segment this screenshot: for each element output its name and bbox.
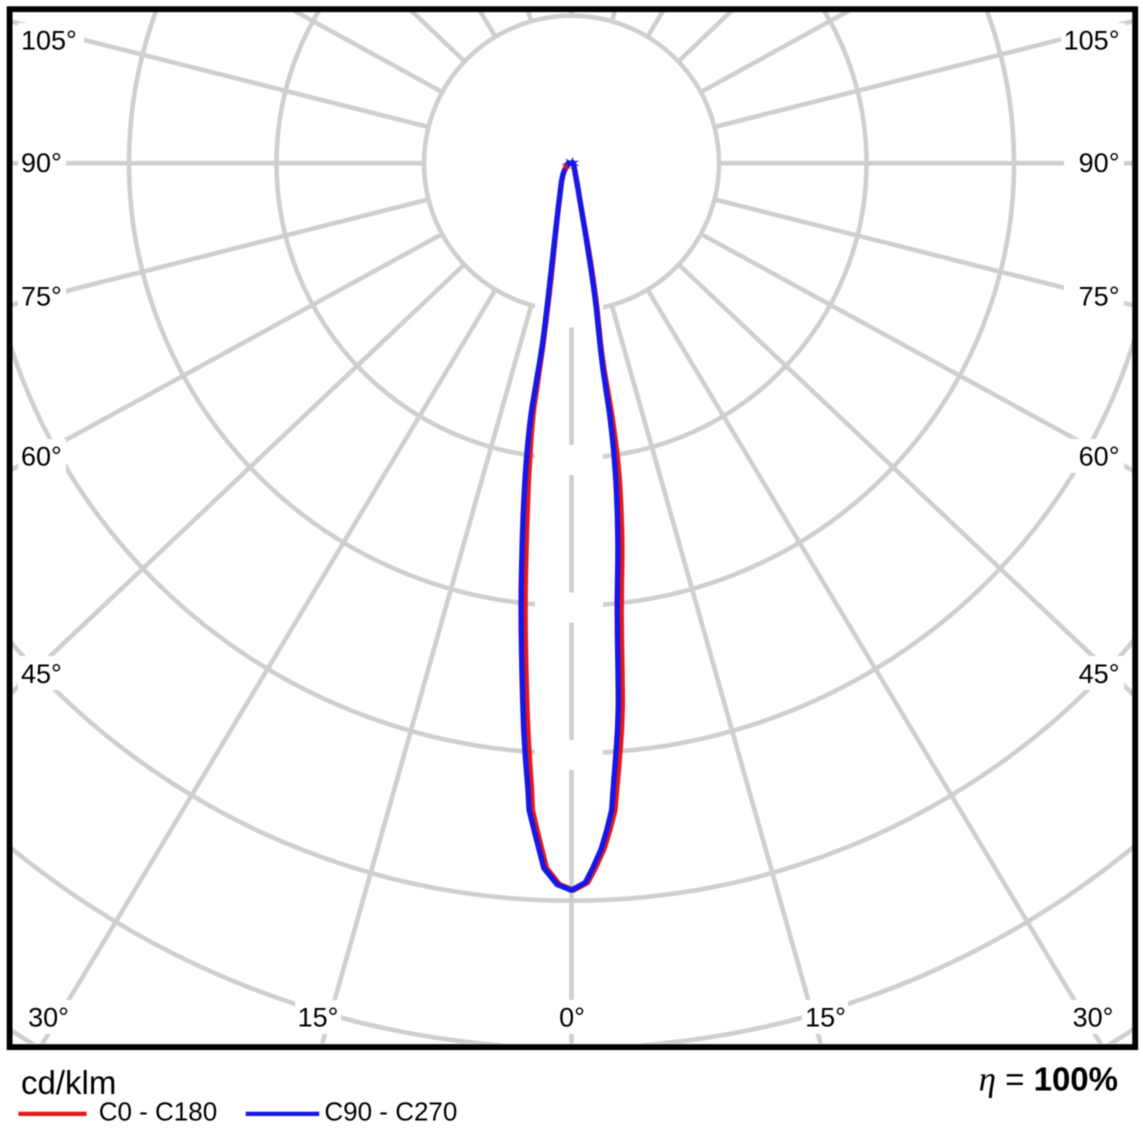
- svg-text:60°: 60°: [1079, 442, 1120, 472]
- svg-text:75°: 75°: [21, 282, 62, 312]
- svg-text:η = 100%: η = 100%: [979, 1060, 1118, 1099]
- svg-text:15°: 15°: [805, 1003, 846, 1033]
- svg-text:C90 - C270: C90 - C270: [324, 1097, 457, 1127]
- svg-text:45°: 45°: [21, 659, 62, 689]
- svg-text:105°: 105°: [21, 26, 77, 56]
- svg-text:60°: 60°: [21, 442, 62, 472]
- svg-text:0°: 0°: [559, 1003, 585, 1033]
- svg-text:30°: 30°: [1073, 1003, 1114, 1033]
- svg-text:90°: 90°: [1079, 148, 1120, 178]
- svg-text:75°: 75°: [1079, 282, 1120, 312]
- svg-text:C0 - C180: C0 - C180: [99, 1097, 218, 1127]
- svg-text:30°: 30°: [28, 1003, 69, 1033]
- svg-text:45°: 45°: [1079, 659, 1120, 689]
- svg-text:90°: 90°: [21, 148, 62, 178]
- svg-text:15°: 15°: [298, 1003, 339, 1033]
- svg-text:105°: 105°: [1064, 26, 1120, 56]
- svg-text:cd/klm: cd/klm: [21, 1064, 116, 1101]
